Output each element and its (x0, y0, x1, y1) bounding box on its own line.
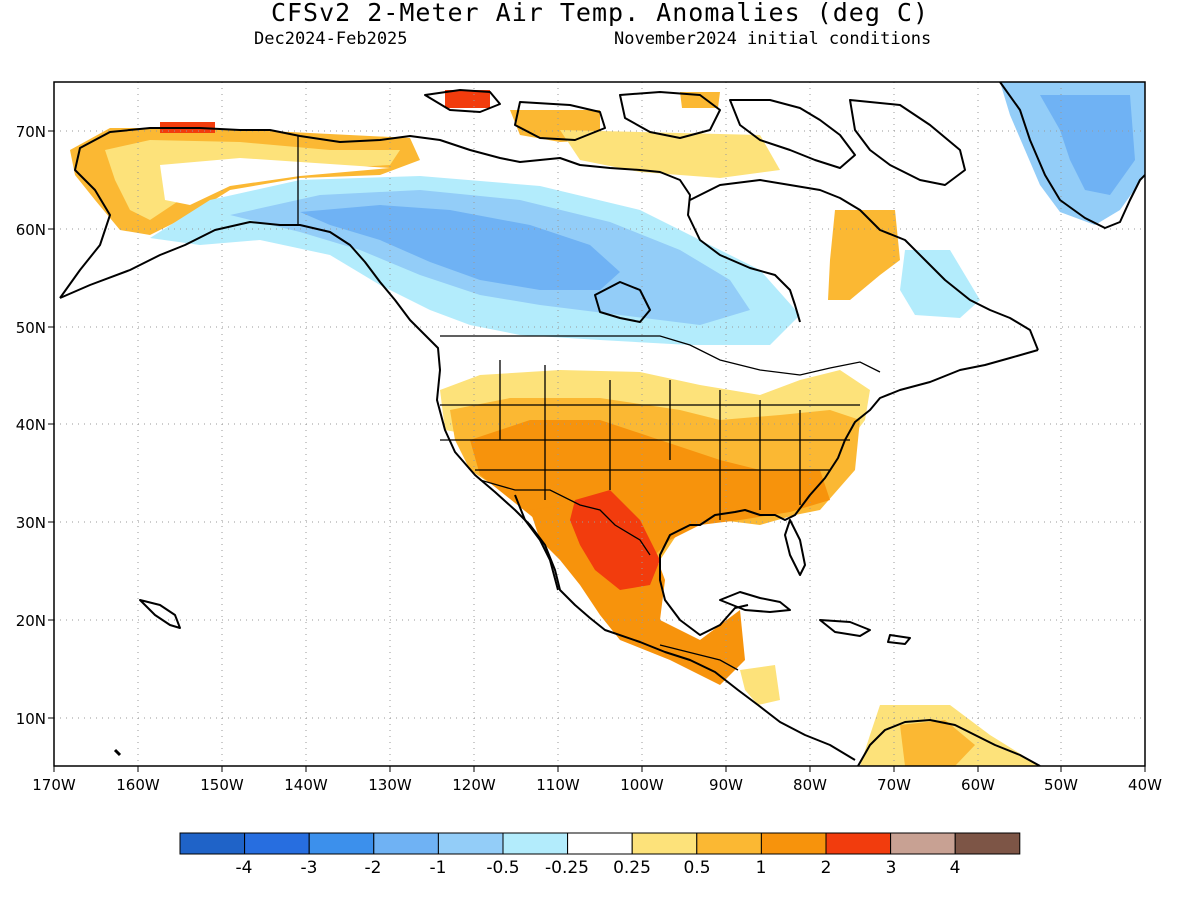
lat-label: 60N (16, 221, 46, 239)
colorbar-label: -0.25 (545, 858, 589, 878)
lon-label: 40W (1128, 776, 1162, 794)
warm-region-quebec (828, 210, 900, 300)
colorbar-label: 1 (756, 858, 767, 878)
warm-region-south-america (900, 720, 975, 766)
cooler-region-greenland (1040, 95, 1135, 195)
lon-label: 150W (200, 776, 244, 794)
lon-label: 100W (620, 776, 664, 794)
mild-region-hudson-north (560, 130, 780, 178)
colorbar-swatch (179, 832, 246, 855)
map-grid (54, 82, 1145, 766)
colorbar-swatch (696, 832, 762, 855)
colorbar-label: 3 (886, 858, 897, 878)
axis-ticks (48, 130, 1146, 772)
lat-label: 40N (16, 416, 46, 434)
colorbar-label: 2 (821, 858, 832, 878)
lat-label: 50N (16, 319, 46, 337)
coastlines (59, 82, 1145, 766)
colorbar-swatch (244, 832, 310, 855)
colorbar-label: 0.25 (613, 858, 651, 878)
colorbar-label: -4 (236, 858, 253, 878)
cool-region-labrador (900, 250, 980, 318)
lon-label: 60W (961, 776, 995, 794)
lon-label: 130W (368, 776, 412, 794)
lat-label: 20N (16, 612, 46, 630)
latitude-labels: 70N 60N 50N 40N 30N 20N 10N (16, 123, 46, 728)
political-borders (297, 136, 881, 671)
lat-label: 30N (16, 514, 46, 532)
colorbar-label: -0.5 (486, 858, 519, 878)
period-subtitle: Dec2024-Feb2025 (254, 29, 408, 49)
lon-label: 110W (536, 776, 580, 794)
colorbar (179, 832, 1021, 855)
colorbar-swatch (631, 832, 698, 855)
colorbar-swatch (954, 832, 1021, 855)
lon-label: 170W (32, 776, 76, 794)
colorbar-swatch (502, 832, 569, 855)
lon-label: 160W (116, 776, 160, 794)
colorbar-swatch (890, 832, 956, 855)
hot-spot-arctic-islands (445, 90, 490, 108)
colorbar-swatch (567, 832, 633, 855)
colorbar-label: 4 (950, 858, 961, 878)
lon-label: 120W (452, 776, 496, 794)
map-title: CFSv2 2-Meter Air Temp. Anomalies (deg C… (270, 0, 930, 27)
colorbar-label: -1 (430, 858, 447, 878)
colorbar-swatch (760, 832, 827, 855)
colorbar-label: 0.5 (683, 858, 710, 878)
lon-label: 90W (709, 776, 743, 794)
lon-label: 140W (284, 776, 328, 794)
colorbar-label: -3 (301, 858, 318, 878)
anomaly-shading (70, 82, 1145, 766)
lon-label: 70W (877, 776, 911, 794)
colorbar-swatch (373, 832, 439, 855)
colorbar-swatch (825, 832, 892, 855)
map-content (54, 82, 1145, 766)
colorbar-label: -2 (365, 858, 382, 878)
initial-conditions-subtitle: November2024 initial conditions (614, 29, 932, 49)
lat-label: 10N (16, 710, 46, 728)
colorbar-swatch (437, 832, 504, 855)
colorbar-swatch (308, 832, 375, 855)
coldest-region-canada (300, 205, 620, 290)
lat-label: 70N (16, 123, 46, 141)
colorbar-labels: -4 -3 -2 -1 -0.5 -0.25 0.25 0.5 1 2 3 4 (236, 858, 961, 878)
mild-region-central-america (740, 665, 780, 705)
hot-spot-mexico (570, 490, 660, 590)
lon-label: 50W (1044, 776, 1078, 794)
longitude-labels: 170W 160W 150W 140W 130W 120W 110W 100W … (32, 776, 1162, 794)
neutral-region-alaska-interior (160, 158, 390, 205)
warm-region-baffin (680, 92, 720, 108)
lon-label: 80W (793, 776, 827, 794)
